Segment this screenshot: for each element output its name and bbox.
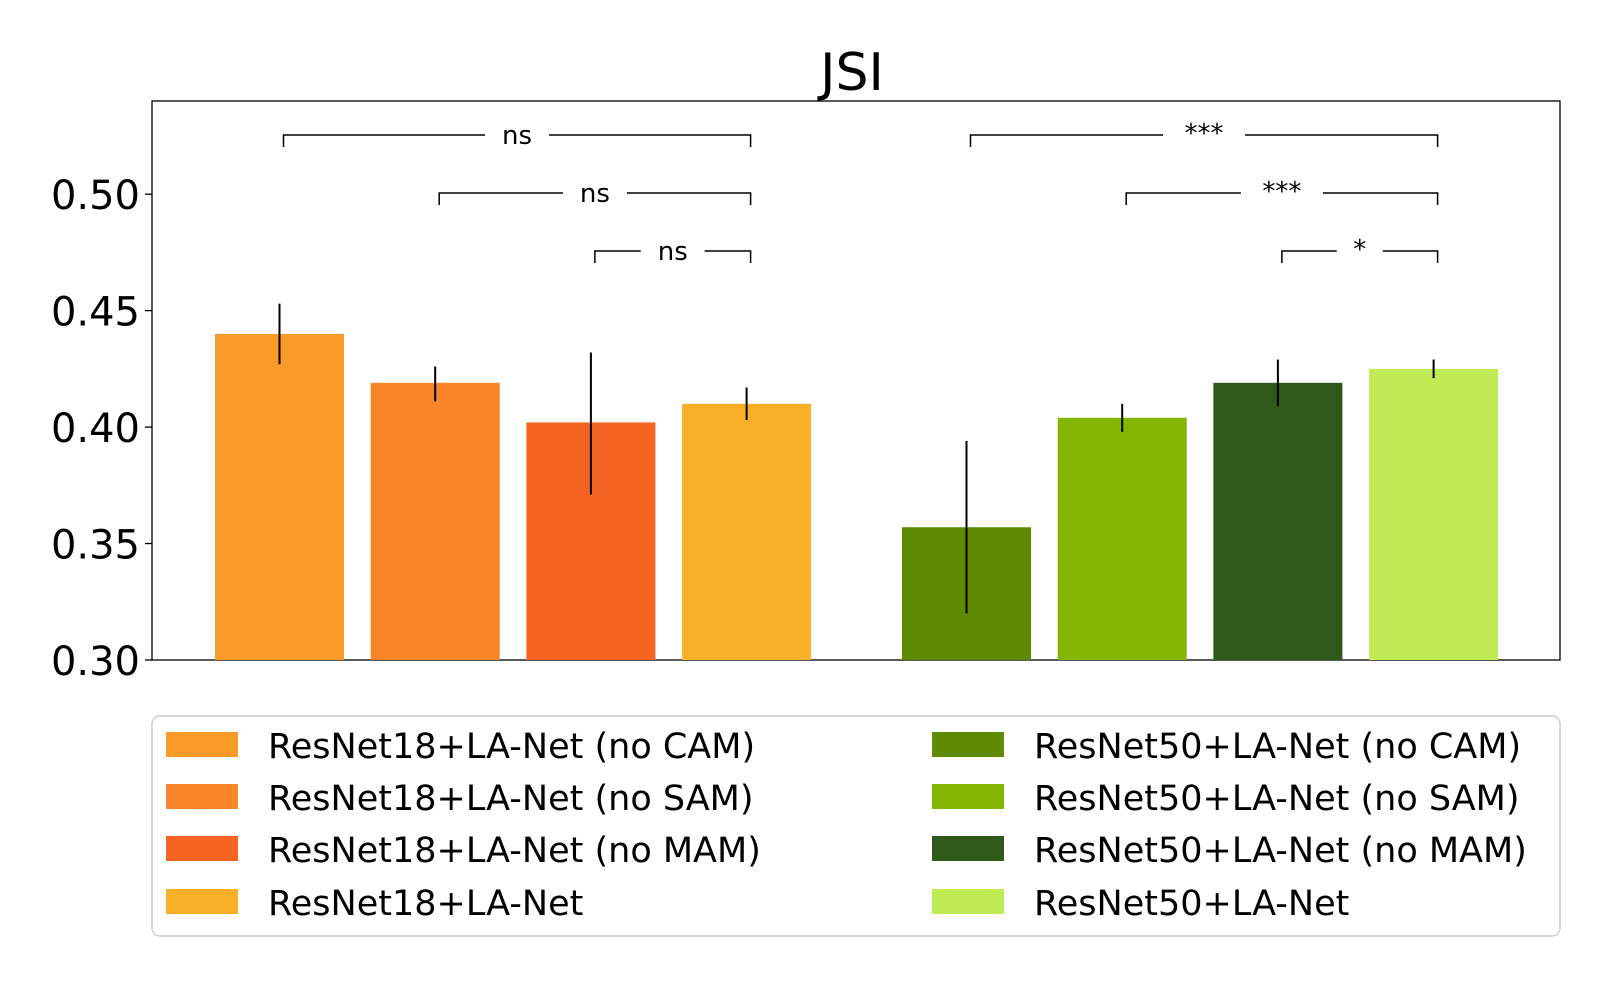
legend-swatch bbox=[932, 784, 1004, 809]
y-tick-label: 0.45 bbox=[51, 290, 140, 336]
bar bbox=[1213, 382, 1343, 660]
significance-bracket bbox=[704, 250, 752, 263]
legend-label: ResNet18+LA-Net (no SAM) bbox=[268, 779, 754, 819]
y-tick-label: 0.35 bbox=[51, 523, 140, 569]
bar bbox=[215, 333, 344, 660]
significance-bracket bbox=[438, 192, 563, 205]
legend-label: ResNet50+LA-Net (no SAM) bbox=[1034, 779, 1520, 819]
bar bbox=[1057, 417, 1187, 660]
chart-title: JSI bbox=[817, 43, 884, 103]
significance-bracket bbox=[594, 250, 641, 263]
bar bbox=[370, 382, 500, 660]
legend-swatch bbox=[166, 889, 238, 914]
bar bbox=[682, 403, 812, 660]
legend-swatch bbox=[932, 732, 1004, 757]
significance-label: * bbox=[1353, 235, 1366, 265]
legend-swatch bbox=[166, 784, 238, 809]
significance-label: *** bbox=[1262, 177, 1301, 207]
legend-swatch bbox=[166, 732, 238, 757]
bar bbox=[1369, 368, 1499, 660]
legend-label: ResNet50+LA-Net (no CAM) bbox=[1034, 727, 1521, 767]
legend-label: ResNet50+LA-Net (no MAM) bbox=[1034, 831, 1527, 871]
y-tick-label: 0.50 bbox=[51, 173, 140, 219]
significance-label: ns bbox=[658, 237, 688, 267]
significance-bracket bbox=[1322, 192, 1439, 205]
significance-bracket bbox=[1281, 250, 1337, 263]
significance-bracket bbox=[626, 192, 752, 205]
plot-frame bbox=[151, 100, 1561, 661]
legend-swatch bbox=[932, 836, 1004, 861]
legend-label: ResNet18+LA-Net (no CAM) bbox=[268, 727, 755, 767]
significance-label: *** bbox=[1185, 119, 1224, 149]
significance-bracket bbox=[282, 134, 486, 147]
significance-bracket bbox=[1125, 192, 1241, 205]
significance-bracket bbox=[969, 134, 1164, 147]
significance-bracket bbox=[1245, 134, 1439, 147]
y-tick-label: 0.40 bbox=[51, 406, 140, 452]
significance-label: ns bbox=[580, 179, 610, 209]
legend-swatch bbox=[932, 889, 1004, 914]
legend-swatch bbox=[166, 836, 238, 861]
significance-label: ns bbox=[502, 121, 532, 151]
y-tick-label: 0.30 bbox=[51, 639, 140, 685]
legend-label: ResNet18+LA-Net (no MAM) bbox=[268, 831, 761, 871]
legend-frame bbox=[151, 715, 1561, 937]
legend-label: ResNet18+LA-Net bbox=[268, 884, 583, 924]
legend: ResNet18+LA-Net (no CAM) ResNet18+LA-Net … bbox=[151, 715, 1561, 937]
significance-bracket bbox=[1382, 250, 1439, 263]
significance-bracket bbox=[549, 134, 752, 147]
legend-label: ResNet50+LA-Net bbox=[1034, 884, 1349, 924]
